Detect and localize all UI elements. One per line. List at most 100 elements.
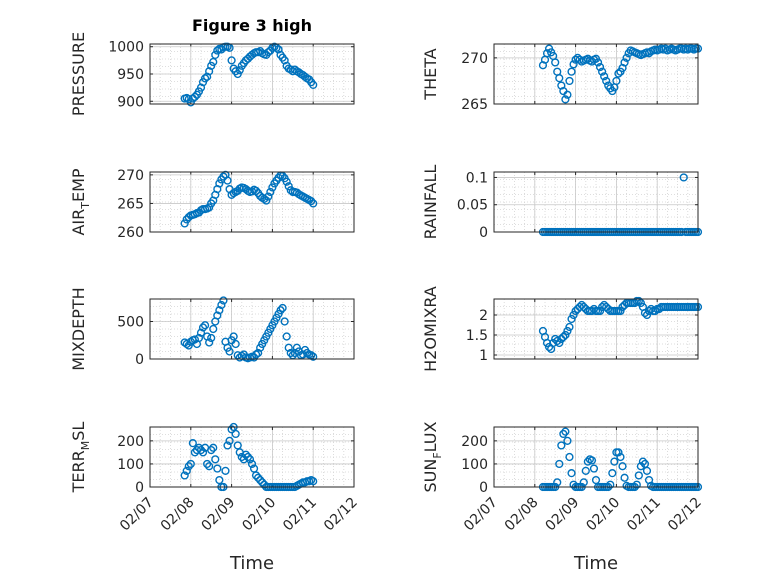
data-point	[565, 76, 574, 86]
subplot-7: 02/07 02/08 02/09 02/10 02/11 02/12 0 100 200 TER…	[69, 422, 361, 574]
y-tick-label: 0.05	[457, 198, 488, 214]
data-point	[219, 296, 228, 305]
y-axis-label: AIRTEMP	[69, 168, 92, 235]
y-tick-label: 265	[117, 196, 144, 212]
scatter-series	[538, 44, 703, 104]
data-point	[207, 333, 216, 343]
data-point	[561, 95, 570, 104]
y-tick-label: 200	[461, 434, 488, 450]
data-point	[555, 459, 564, 469]
data-point	[282, 177, 291, 186]
data-point	[209, 57, 218, 67]
data-point	[567, 314, 576, 324]
data-point	[278, 303, 287, 313]
y-axis-label: SUNFLUX	[421, 421, 444, 492]
data-point	[284, 182, 293, 191]
data-point	[264, 48, 273, 57]
data-point	[567, 67, 576, 76]
y-label-subscript: F	[431, 452, 444, 458]
data-point	[610, 457, 619, 466]
y-tick-label: 100	[117, 457, 144, 473]
data-point	[264, 192, 273, 201]
data-point	[203, 459, 212, 469]
data-point	[608, 469, 617, 478]
subplot-5: 0 500 MIXDEPTH	[69, 287, 355, 371]
data-point	[595, 306, 605, 316]
y-tick-label: 500	[117, 315, 144, 331]
data-point	[243, 452, 253, 462]
data-point	[602, 76, 611, 86]
data-point	[209, 443, 218, 452]
x-tick-label: 02/10	[239, 495, 279, 535]
scatter-series	[180, 296, 318, 363]
data-point	[247, 459, 257, 469]
data-point	[563, 90, 572, 99]
data-point	[190, 335, 199, 344]
x-tick-label: 02/08	[502, 495, 542, 535]
data-point	[194, 333, 204, 343]
data-point	[589, 464, 599, 473]
data-point	[235, 66, 244, 75]
y-tick-label: 200	[117, 434, 144, 450]
data-point	[184, 462, 193, 471]
data-point	[642, 466, 652, 475]
x-axis-label: Time	[573, 553, 618, 574]
data-point	[223, 441, 232, 450]
data-point	[561, 330, 570, 340]
data-point	[266, 187, 275, 197]
data-point	[241, 450, 250, 459]
data-point	[557, 441, 566, 450]
data-point	[223, 176, 232, 185]
data-point	[569, 60, 578, 69]
data-point	[260, 194, 269, 203]
data-point	[302, 348, 312, 358]
data-point	[593, 58, 603, 67]
data-point	[196, 445, 206, 455]
data-point	[186, 459, 195, 469]
data-point	[207, 445, 216, 455]
y-tick-label: 0	[479, 225, 488, 241]
data-point	[188, 439, 197, 448]
data-point	[211, 455, 220, 464]
data-point	[231, 339, 240, 349]
axes-frame	[149, 426, 355, 488]
scatter-series	[180, 170, 318, 228]
x-tick-label: 02/12	[665, 495, 705, 535]
x-tick-label: 02/09	[543, 495, 583, 535]
y-tick-label: 2	[479, 308, 488, 324]
y-label-part: TERR	[69, 450, 88, 493]
data-point	[286, 348, 295, 358]
data-point	[182, 466, 191, 475]
y-tick-label: 0	[479, 480, 488, 496]
data-point	[638, 457, 648, 466]
y-tick-label: 0.1	[466, 170, 488, 186]
data-point	[309, 199, 318, 208]
scatter-series	[538, 296, 703, 354]
data-point	[309, 477, 318, 486]
data-point	[559, 429, 568, 439]
axes-frame	[493, 43, 699, 105]
y-tick-label: 265	[461, 97, 488, 113]
x-tick-label: 02/07	[461, 495, 501, 535]
data-point	[258, 478, 267, 487]
data-point	[553, 478, 562, 487]
y-tick-label: 260	[117, 225, 144, 241]
y-tick-label: 0	[135, 352, 144, 368]
axes-frame	[493, 426, 699, 488]
data-point	[640, 308, 650, 318]
data-point	[280, 317, 289, 326]
y-tick-label: 270	[461, 51, 488, 67]
scatter-series	[538, 427, 703, 492]
data-point	[634, 296, 643, 306]
chart-title: Figure 3 high	[192, 16, 312, 35]
data-point	[679, 173, 688, 182]
data-point	[614, 69, 623, 78]
data-point	[190, 92, 199, 102]
data-point	[555, 74, 564, 83]
y-tick-label: 270	[117, 168, 144, 184]
data-point	[215, 179, 224, 188]
data-point	[200, 74, 210, 83]
x-tick-label: 02/09	[199, 495, 239, 535]
x-tick-label: 02/11	[624, 495, 664, 535]
